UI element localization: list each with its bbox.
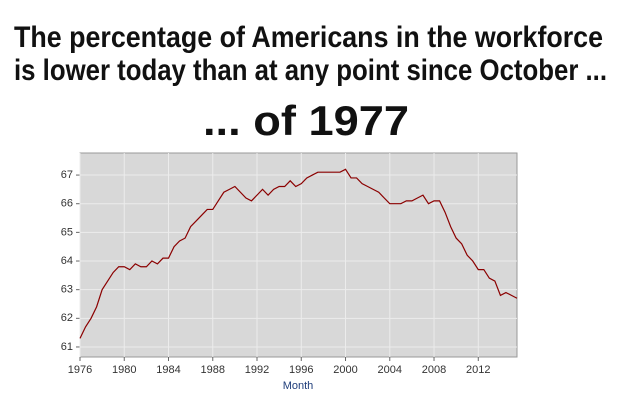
x-axis-label: Month: [283, 380, 314, 392]
x-tick-label: 1980: [112, 364, 136, 376]
y-tick-label: 63: [61, 284, 73, 296]
y-tick-label: 66: [61, 198, 73, 210]
x-tick-label: 1984: [156, 364, 180, 376]
x-tick-label: 1976: [68, 364, 92, 376]
y-tick-label: 67: [61, 169, 73, 181]
y-tick-label: 64: [61, 255, 73, 267]
y-tick-label: 61: [61, 341, 73, 353]
plot-area: [79, 152, 518, 358]
x-tick-label: 1996: [289, 364, 313, 376]
y-tick-label: 65: [61, 226, 73, 238]
data-line: [79, 168, 518, 339]
x-tick-label: 2000: [333, 364, 357, 376]
title-line: The percentage of Americans in the workf…: [14, 21, 603, 54]
title-line: is lower today than at any point since O…: [14, 54, 607, 87]
x-tick-label: 1992: [245, 364, 269, 376]
y-tick-label: 62: [61, 312, 73, 324]
x-tick-label: 2004: [378, 364, 402, 376]
title-line: ... of 1977: [203, 97, 409, 144]
x-tick-label: 2008: [422, 364, 446, 376]
x-tick-label: 1988: [201, 364, 225, 376]
x-tick-label: 2012: [466, 364, 490, 376]
